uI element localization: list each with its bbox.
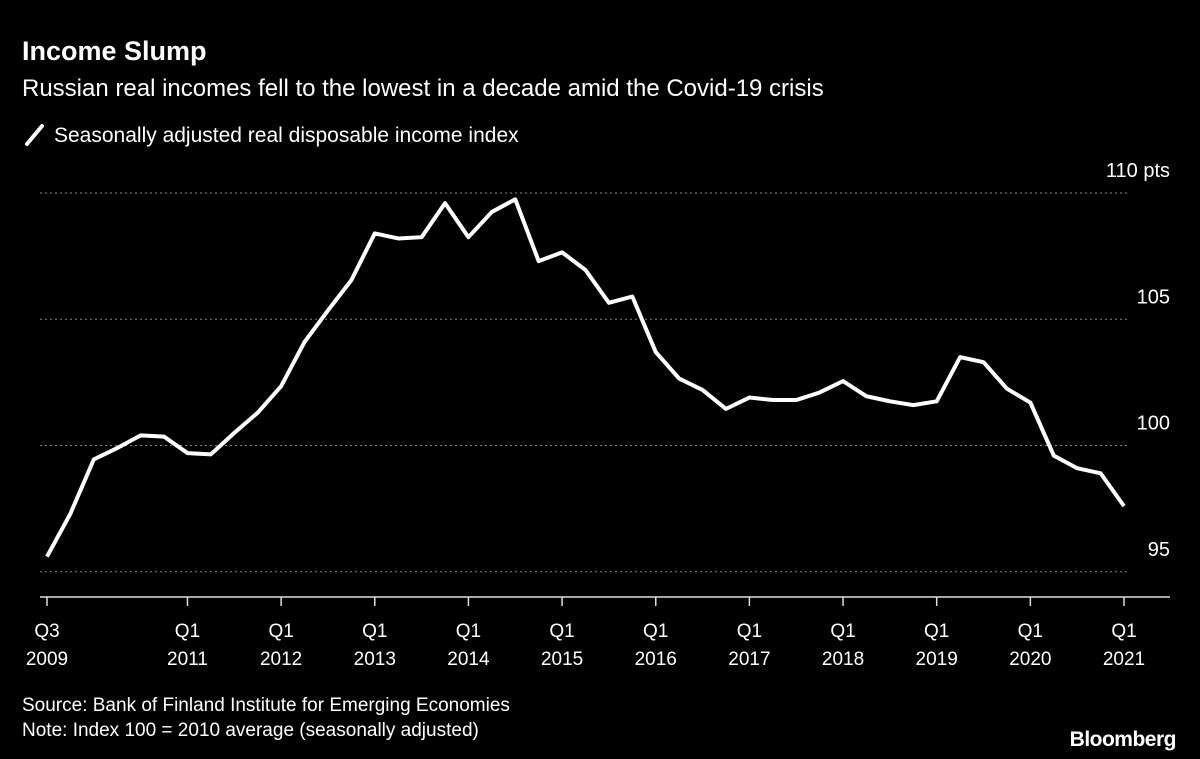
x-tick-label: 2020	[1009, 649, 1051, 670]
x-tick-label: Q3	[34, 621, 59, 642]
line	[45, 197, 1126, 558]
x-tick-label: Q1	[924, 621, 949, 642]
x-tick-label: 2017	[728, 649, 770, 670]
x-tick-label: Q1	[362, 621, 387, 642]
x-tick-label: Q1	[456, 621, 481, 642]
y-tick-label: 95	[1148, 539, 1170, 561]
x-tick-label: 2013	[354, 649, 396, 670]
y-tick-label: 100	[1137, 413, 1170, 435]
legend-label: Seasonally adjusted real disposable inco…	[54, 124, 519, 147]
x-tick-label: Q1	[737, 621, 762, 642]
x-tick-label: Q1	[1111, 621, 1136, 642]
x-tick-label: Q1	[268, 621, 293, 642]
note: Note: Index 100 = 2010 average (seasonal…	[22, 720, 479, 741]
chart-title: Income Slump	[22, 36, 207, 66]
source: Source: Bank of Finland Institute for Em…	[22, 695, 510, 716]
x-tick-label: Q1	[1018, 621, 1043, 642]
x-tick-label: 2016	[635, 649, 677, 670]
x-tick-label: Q1	[549, 621, 574, 642]
x-tick-label: 2014	[447, 649, 490, 670]
x-tick-label: 2021	[1103, 649, 1145, 670]
x-tick-label: 2018	[822, 649, 864, 670]
y-tick-label: 105	[1137, 286, 1170, 308]
legend-swatch	[25, 124, 44, 146]
x-tick-label: 2019	[916, 649, 958, 670]
x-tick-label: Q1	[643, 621, 668, 642]
x-tick-label: 2012	[260, 649, 302, 670]
x-tick-label: 2009	[26, 649, 68, 670]
chart-subtitle: Russian real incomes fell to the lowest …	[22, 75, 824, 102]
y-tick-label: 110 pts	[1106, 160, 1170, 182]
x-tick-label: Q1	[175, 621, 200, 642]
x-tick-label: 2015	[541, 649, 583, 670]
brand: Bloomberg	[1070, 728, 1176, 751]
x-tick-label: Q1	[830, 621, 855, 642]
x-tick-label: 2011	[167, 649, 208, 670]
